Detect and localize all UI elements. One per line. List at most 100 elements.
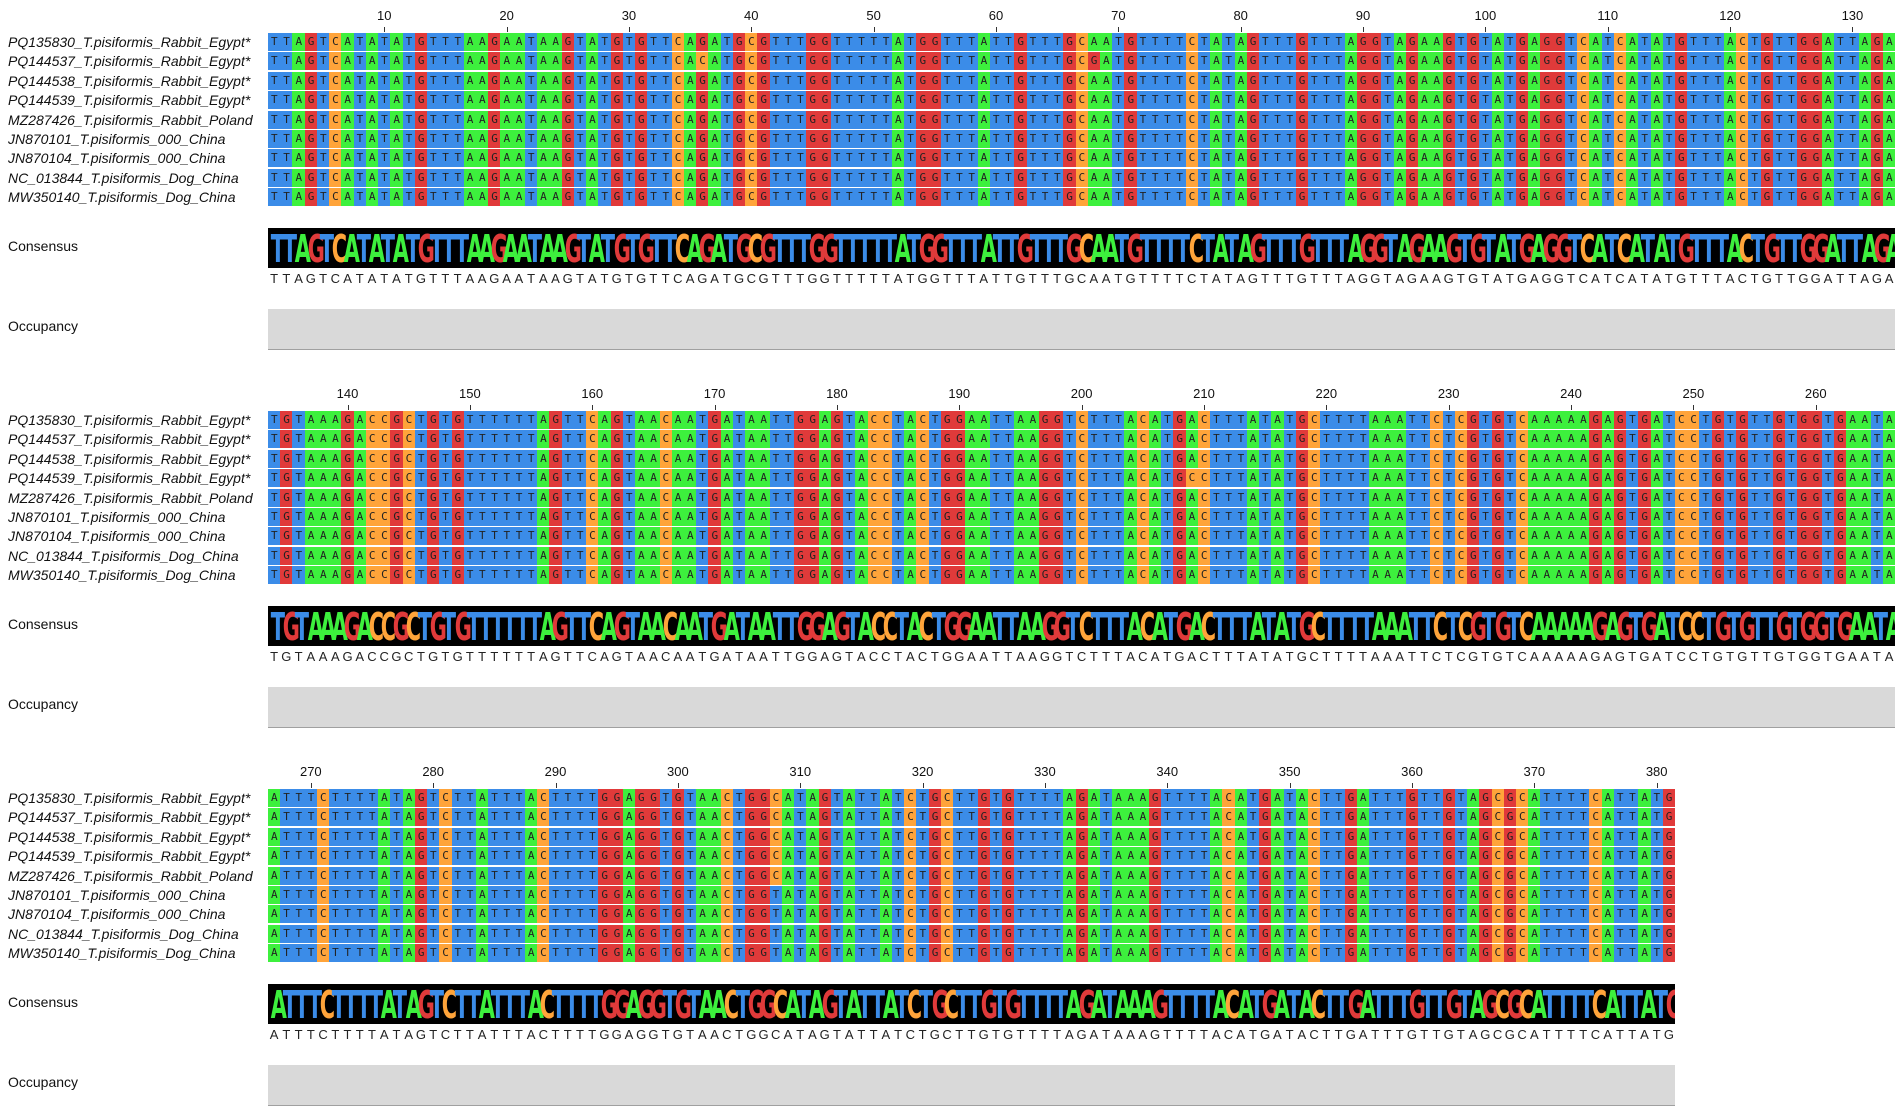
sequence-label[interactable]: PQ135830_T.pisiformis_Rabbit_Egypt*	[8, 34, 251, 50]
base-cell: T	[1063, 508, 1076, 526]
base-cell: G	[304, 91, 318, 110]
base-cell: A	[1271, 789, 1284, 807]
base-cell: T	[1430, 866, 1443, 885]
sequence-label[interactable]: MW350140_T.pisiformis_Dog_China	[8, 945, 236, 962]
sequence-label[interactable]: MZ287426_T.pisiformis_Rabbit_Poland	[8, 867, 253, 884]
base-cell: G	[1736, 527, 1749, 546]
base-cell: G	[830, 430, 844, 449]
base-cell: T	[268, 566, 281, 585]
sequence-label[interactable]: PQ144539_T.pisiformis_Rabbit_Egypt*	[8, 848, 251, 865]
consensus-base: A	[1138, 1027, 1148, 1042]
sequence-label[interactable]: PQ144537_T.pisiformis_Rabbit_Egypt*	[8, 809, 251, 826]
sequence-label[interactable]: PQ135830_T.pisiformis_Rabbit_Egypt*	[8, 790, 251, 806]
base-cell: C	[745, 71, 758, 90]
base-cell: A	[402, 789, 416, 807]
consensus-logo-letter: C	[331, 228, 348, 268]
base-cell: A	[1821, 91, 1835, 110]
base-cell: T	[292, 866, 306, 885]
base-cell: T	[268, 71, 281, 90]
base-cell: T	[1454, 808, 1468, 827]
base-cell: A	[977, 546, 991, 565]
sequence-label[interactable]: PQ144538_T.pisiformis_Rabbit_Egypt*	[8, 450, 251, 467]
base-cell: A	[1124, 808, 1138, 827]
sequence-label[interactable]: NC_013844_T.pisiformis_Dog_China	[8, 925, 239, 942]
sequence-label[interactable]: PQ144539_T.pisiformis_Rabbit_Egypt*	[8, 92, 251, 109]
sequence-label[interactable]: PQ135830_T.pisiformis_Rabbit_Egypt*	[8, 412, 251, 428]
base-cell: T	[1332, 469, 1346, 488]
sequence-label[interactable]: JN870104_T.pisiformis_000_China	[8, 528, 226, 545]
base-cell: T	[1161, 130, 1174, 148]
sequence-label[interactable]: NC_013844_T.pisiformis_Dog_China	[8, 547, 239, 564]
ruler-tick-label: 320	[911, 764, 934, 779]
base-cell: A	[683, 527, 697, 546]
occupancy-track[interactable]	[268, 309, 1896, 350]
base-cell: G	[732, 52, 746, 71]
sequence-label[interactable]: PQ144537_T.pisiformis_Rabbit_Egypt*	[8, 53, 251, 70]
occupancy-track[interactable]	[268, 1065, 1676, 1106]
base-cell: T	[1026, 847, 1040, 866]
sequence-label[interactable]: PQ144538_T.pisiformis_Rabbit_Egypt*	[8, 828, 251, 845]
base-cell: T	[1638, 130, 1651, 148]
sequence-label[interactable]: MW350140_T.pisiformis_Dog_China	[8, 567, 236, 584]
sequence-label[interactable]: JN870101_T.pisiformis_000_China	[8, 131, 226, 147]
consensus-logo-letter: A	[503, 228, 520, 268]
sequence-label[interactable]: JN870104_T.pisiformis_000_China	[8, 150, 226, 167]
sequence-label[interactable]: MZ287426_T.pisiformis_Rabbit_Poland	[8, 489, 253, 506]
consensus-logo-letter: T	[625, 606, 640, 646]
base-cell: G	[610, 33, 624, 51]
sequence-label[interactable]: JN870101_T.pisiformis_000_China	[8, 887, 226, 903]
base-cell: A	[1552, 508, 1566, 526]
base-cell: T	[1699, 168, 1713, 187]
occupancy-track[interactable]	[268, 687, 1896, 728]
sequence-label[interactable]: JN870101_T.pisiformis_000_China	[8, 509, 226, 525]
sequence-label[interactable]: JN870104_T.pisiformis_000_China	[8, 906, 226, 923]
sequence-label[interactable]: MW350140_T.pisiformis_Dog_China	[8, 189, 236, 206]
base-cell: T	[402, 33, 416, 51]
sequence-label[interactable]: PQ144539_T.pisiformis_Rabbit_Egypt*	[8, 470, 251, 487]
sequence-label[interactable]: NC_013844_T.pisiformis_Dog_China	[8, 169, 239, 186]
base-cell: A	[1858, 469, 1872, 488]
sequence-label[interactable]: MZ287426_T.pisiformis_Rabbit_Poland	[8, 111, 253, 128]
base-cell: G	[1002, 827, 1015, 846]
base-cell: T	[855, 866, 868, 885]
base-cell: G	[280, 469, 293, 488]
base-cell: G	[610, 52, 624, 71]
base-cell: T	[414, 411, 428, 429]
base-cell: G	[1711, 469, 1725, 488]
sequence-label[interactable]: PQ144537_T.pisiformis_Rabbit_Egypt*	[8, 431, 251, 448]
sequence-label[interactable]: PQ144538_T.pisiformis_Rabbit_Egypt*	[8, 72, 251, 89]
base-cell: T	[1197, 71, 1211, 90]
base-cell: T	[1307, 91, 1321, 110]
consensus-logo-letter: G	[1812, 228, 1830, 268]
